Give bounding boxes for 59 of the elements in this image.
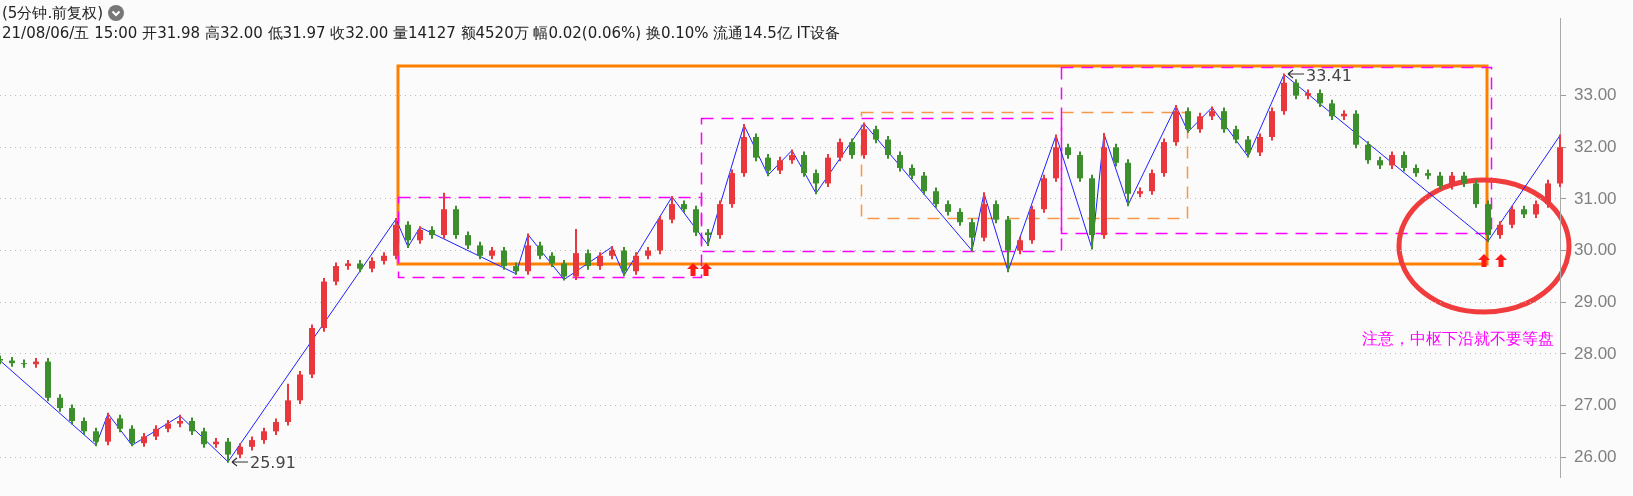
y-tick-label: 30.00	[1574, 240, 1617, 260]
y-tick-label: 28.00	[1574, 343, 1617, 363]
candlestick	[225, 438, 231, 463]
candlestick	[1113, 143, 1119, 167]
candlestick	[621, 247, 627, 277]
candlestick	[801, 151, 807, 177]
candlestick	[501, 247, 507, 270]
candlestick	[345, 259, 351, 270]
candlestick	[573, 228, 579, 280]
candlestick	[933, 187, 939, 208]
y-tick-label: 31.00	[1574, 188, 1617, 208]
annotation: 25.91	[250, 452, 296, 472]
candlestick	[633, 252, 639, 275]
candlestick	[897, 151, 903, 172]
candlestick	[585, 249, 591, 270]
candlestick	[105, 412, 111, 446]
candlestick	[969, 218, 975, 252]
candlestick	[1149, 169, 1155, 195]
candlestick	[405, 221, 411, 248]
candlestick	[849, 138, 855, 159]
candlestick	[1245, 135, 1251, 158]
annotation: 33.41	[1306, 65, 1352, 85]
candlestick	[333, 262, 339, 286]
candlestick	[1221, 107, 1227, 133]
candlestick	[1401, 151, 1407, 172]
candlestick	[1197, 112, 1203, 133]
chart-title: (5分钟.前复权)	[2, 3, 104, 22]
candlestick	[1365, 141, 1371, 164]
candlestick	[921, 172, 927, 195]
candlestick	[129, 425, 135, 447]
candlestick	[885, 135, 891, 159]
candlestick	[669, 195, 675, 224]
candlestick	[201, 427, 207, 448]
y-tick-label: 26.00	[1574, 446, 1617, 466]
y-tick-label: 27.00	[1574, 395, 1617, 415]
y-tick-label: 33.00	[1574, 85, 1617, 105]
candlestick	[993, 200, 999, 224]
candlestick	[1329, 99, 1335, 120]
candlestick	[1305, 89, 1311, 100]
candlestick	[1473, 179, 1479, 208]
annotation: 注意，中枢下沿就不要等盘	[1362, 329, 1554, 349]
candlestick	[1185, 107, 1191, 133]
candlestick	[1509, 205, 1515, 229]
candlestick	[765, 154, 771, 177]
candlestick	[1545, 179, 1551, 208]
chart-subtitle: 21/08/06/五 15:00 开31.98 高32.00 低31.97 收32.00 量14127 额4520万 幅0.02(0.06%) 换0.10% 流通14.5亿 IT设备	[2, 22, 841, 43]
candlestick	[285, 383, 291, 426]
y-tick-label: 29.00	[1574, 291, 1617, 311]
candlestick	[561, 259, 567, 281]
y-tick-label: 32.00	[1574, 136, 1617, 156]
candlestick	[753, 133, 759, 162]
candlestick	[1257, 133, 1263, 157]
candlestick	[1077, 151, 1083, 182]
candlestick	[69, 404, 75, 425]
candlestick	[837, 138, 843, 162]
candlestick	[21, 359, 27, 368]
candlestick	[693, 205, 699, 237]
candlestick	[1293, 79, 1299, 100]
candlestick	[813, 169, 819, 195]
